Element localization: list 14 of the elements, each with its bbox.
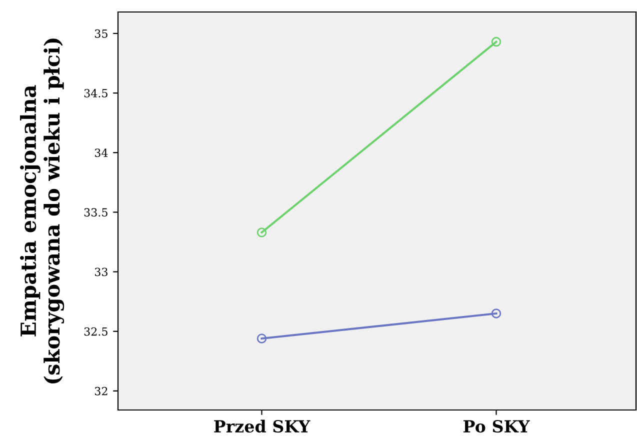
point bbox=[491, 36, 502, 47]
y-tick-label: 33 bbox=[94, 268, 108, 276]
point bbox=[491, 308, 502, 318]
y-tick-label: 33.5 bbox=[84, 208, 108, 217]
point bbox=[256, 334, 267, 344]
y-tick-label: 34 bbox=[94, 148, 108, 157]
y-tick-label: 32 bbox=[94, 386, 108, 396]
y-tick-label: 32.5 bbox=[84, 327, 108, 336]
y-tick-label: 35 bbox=[94, 29, 108, 38]
point bbox=[256, 228, 267, 238]
y-tick-label: 34.5 bbox=[84, 89, 108, 98]
y-axis-title: Empatia emocjonalna (skorygowana do wieku i płci) bbox=[20, 38, 64, 384]
x-tick-label: Przed SKY bbox=[214, 420, 310, 433]
x-tick-label: Po SKY bbox=[464, 420, 530, 433]
